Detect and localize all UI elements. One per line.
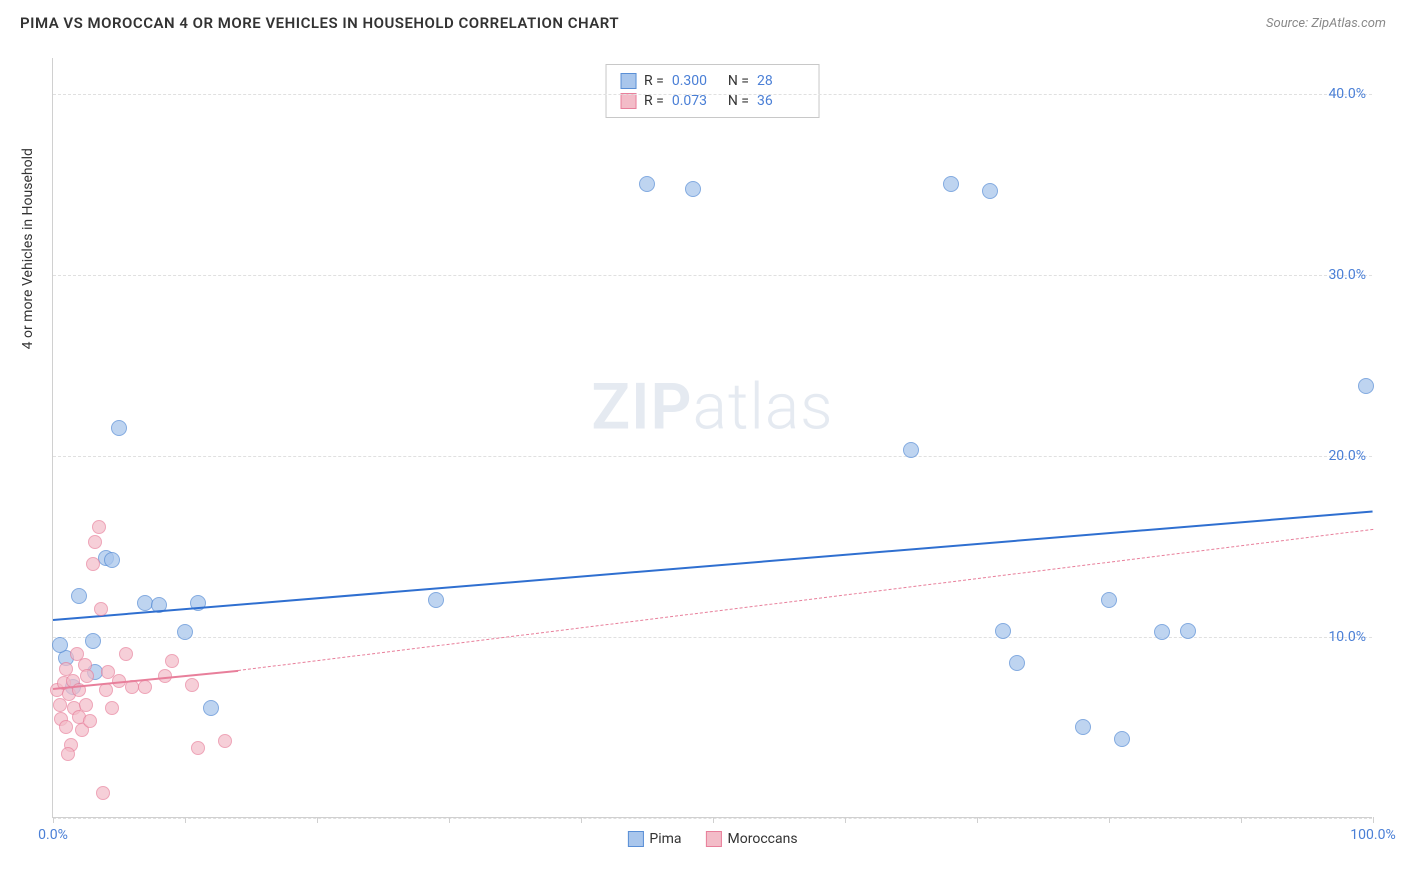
data-point — [1180, 623, 1196, 639]
legend-item-moroccans: Moroccans — [706, 831, 798, 847]
gridline — [53, 456, 1372, 457]
data-point — [1075, 719, 1091, 735]
data-point — [105, 701, 119, 715]
data-point — [104, 552, 120, 568]
data-point — [59, 720, 73, 734]
x-tick — [581, 817, 582, 823]
data-point — [88, 535, 102, 549]
x-tick-label: 100.0% — [1350, 827, 1395, 843]
data-point — [639, 176, 655, 192]
data-point — [995, 623, 1011, 639]
data-point — [428, 592, 444, 608]
chart-source: Source: ZipAtlas.com — [1266, 16, 1386, 31]
data-point — [86, 557, 100, 571]
x-tick — [1373, 817, 1374, 823]
data-point — [191, 741, 205, 755]
chart-container: 4 or more Vehicles in Household ZIPatlas… — [30, 50, 1390, 850]
data-point — [185, 678, 199, 692]
stats-legend-box: R = 0.300 N = 28 R = 0.073 N = 36 — [605, 64, 820, 118]
x-tick — [1109, 817, 1110, 823]
y-tick-label: 20.0% — [1328, 448, 1366, 464]
stat-r-label: R = — [644, 93, 664, 109]
data-point — [80, 669, 94, 683]
legend-item-pima: Pima — [627, 831, 681, 847]
data-point — [1154, 624, 1170, 640]
data-point — [138, 680, 152, 694]
data-point — [99, 683, 113, 697]
data-point — [83, 714, 97, 728]
y-tick-label: 10.0% — [1328, 629, 1366, 645]
data-point — [943, 176, 959, 192]
x-tick-label: 0.0% — [38, 827, 68, 843]
y-tick-label: 30.0% — [1328, 267, 1366, 283]
swatch-pima-icon — [627, 831, 643, 847]
data-point — [218, 734, 232, 748]
x-tick — [845, 817, 846, 823]
swatch-pima-icon — [620, 73, 636, 89]
y-tick-label: 40.0% — [1328, 86, 1366, 102]
y-axis-label: 4 or more Vehicles in Household — [20, 148, 36, 349]
data-point — [61, 747, 75, 761]
gridline — [53, 637, 1372, 638]
data-point — [203, 700, 219, 716]
x-tick — [977, 817, 978, 823]
plot-area: ZIPatlas R = 0.300 N = 28 R = 0.073 N = … — [52, 58, 1372, 818]
data-point — [119, 647, 133, 661]
legend-label: Pima — [649, 831, 681, 847]
watermark: ZIPatlas — [591, 370, 833, 445]
chart-title: PIMA VS MOROCCAN 4 OR MORE VEHICLES IN H… — [20, 14, 619, 32]
bottom-legend: Pima Moroccans — [627, 831, 797, 847]
data-point — [982, 183, 998, 199]
stat-r-value: 0.300 — [672, 73, 720, 89]
data-point — [79, 698, 93, 712]
stat-n-label: N = — [728, 73, 749, 89]
data-point — [96, 786, 110, 800]
trend-line — [238, 528, 1373, 670]
data-point — [92, 520, 106, 534]
x-tick — [53, 817, 54, 823]
data-point — [85, 633, 101, 649]
trend-line — [53, 510, 1373, 621]
data-point — [94, 602, 108, 616]
x-tick — [1241, 817, 1242, 823]
data-point — [1009, 655, 1025, 671]
stat-n-value: 36 — [757, 93, 805, 109]
legend-label: Moroccans — [728, 831, 798, 847]
swatch-moroccans-icon — [620, 93, 636, 109]
data-point — [52, 637, 68, 653]
stat-n-label: N = — [728, 93, 749, 109]
x-tick — [317, 817, 318, 823]
stats-row-pima: R = 0.300 N = 28 — [620, 71, 805, 91]
stat-r-label: R = — [644, 73, 664, 89]
stat-r-value: 0.073 — [672, 93, 720, 109]
swatch-moroccans-icon — [706, 831, 722, 847]
x-tick — [449, 817, 450, 823]
stat-n-value: 28 — [757, 73, 805, 89]
data-point — [71, 588, 87, 604]
data-point — [165, 654, 179, 668]
data-point — [685, 181, 701, 197]
data-point — [1358, 378, 1374, 394]
x-tick — [713, 817, 714, 823]
gridline — [53, 94, 1372, 95]
data-point — [111, 420, 127, 436]
x-tick — [185, 817, 186, 823]
data-point — [177, 624, 193, 640]
gridline — [53, 275, 1372, 276]
data-point — [1101, 592, 1117, 608]
chart-header: PIMA VS MOROCCAN 4 OR MORE VEHICLES IN H… — [0, 0, 1406, 40]
data-point — [1114, 731, 1130, 747]
data-point — [903, 442, 919, 458]
